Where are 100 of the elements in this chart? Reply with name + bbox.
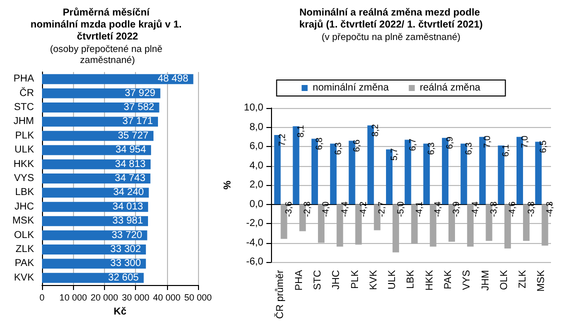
y-tick-label: -4,0 bbox=[246, 237, 264, 248]
data-label: 33 302 bbox=[110, 244, 142, 255]
x-tick-label: JHC bbox=[331, 270, 342, 290]
data-label: 33 300 bbox=[110, 258, 142, 270]
data-label: 37 171 bbox=[122, 116, 154, 128]
data-label: -4,1 bbox=[414, 201, 424, 218]
data-label: 7,0 bbox=[482, 136, 492, 148]
data-label: 6,8 bbox=[314, 138, 324, 150]
data-label: 6,3 bbox=[426, 142, 436, 155]
data-label: 6,6 bbox=[351, 139, 362, 152]
y-tick-label: ČR bbox=[20, 86, 34, 99]
y-tick-label: VYS bbox=[14, 173, 34, 184]
data-label: 6,3 bbox=[463, 142, 474, 155]
y-tick-label: ZLK bbox=[16, 244, 34, 255]
data-label: 6,9 bbox=[444, 136, 455, 150]
y-tick-label: PHA bbox=[13, 74, 34, 85]
chart-title: Nominální a reálná změna mezd podle krajů (1. čtvrtletí 2022/ 1. čtvrtletí 2021) bbox=[299, 8, 483, 30]
bar bbox=[42, 230, 148, 240]
data-label: 48 498 bbox=[158, 74, 189, 85]
bar bbox=[42, 272, 144, 283]
legend-label: reálná změna bbox=[420, 82, 481, 94]
bar bbox=[42, 88, 160, 98]
x-tick-label: JHM bbox=[480, 270, 492, 291]
y-tick-label: 6,0 bbox=[249, 141, 264, 152]
y-axis-title: % bbox=[222, 180, 234, 190]
data-label: -4,0 bbox=[320, 201, 331, 218]
bar bbox=[42, 74, 194, 84]
data-label: 35 727 bbox=[118, 130, 149, 142]
data-label: 37 929 bbox=[124, 88, 156, 99]
x-tick-label: ULK bbox=[387, 270, 398, 290]
y-tick-label: 2,0 bbox=[249, 180, 264, 190]
data-label: 34 013 bbox=[112, 201, 144, 212]
chart-subtitle: (v přepočtu na plně zaměstnané) bbox=[322, 32, 460, 43]
y-tick-label: 4,0 bbox=[249, 160, 264, 172]
y-tick-label: ULK bbox=[14, 144, 34, 156]
y-tick-label: OLK bbox=[14, 230, 34, 241]
x-axis-title: Kč bbox=[114, 306, 127, 318]
y-tick-label: HKK bbox=[13, 158, 34, 170]
data-label: -4,4 bbox=[470, 201, 480, 218]
bar bbox=[42, 116, 158, 127]
x-tick-label: VYS bbox=[462, 270, 473, 290]
chart-subtitle: (osoby přepočtené na plně zaměstnané) bbox=[50, 44, 166, 66]
data-label: 34 813 bbox=[115, 158, 146, 170]
bar bbox=[42, 216, 148, 226]
x-tick-label: OLK bbox=[498, 270, 510, 290]
x-tick-label: 20 000 bbox=[90, 292, 118, 302]
bar bbox=[42, 258, 146, 269]
data-label: 34 743 bbox=[114, 173, 146, 184]
y-tick-label: LBK bbox=[15, 187, 34, 198]
y-tick-label: 8,0 bbox=[249, 122, 264, 133]
x-tick-label: 30 000 bbox=[122, 292, 150, 302]
x-tick-label: PHA bbox=[294, 270, 305, 291]
x-tick-label: PLK bbox=[350, 270, 361, 289]
data-label: 34 240 bbox=[113, 187, 144, 198]
data-label: -4,4 bbox=[432, 201, 443, 218]
y-tick-label: MSK bbox=[12, 216, 34, 227]
y-tick-label: STC bbox=[14, 102, 34, 113]
data-label: 7,2 bbox=[276, 134, 287, 146]
bar bbox=[42, 202, 148, 212]
x-tick-label: 50 000 bbox=[184, 292, 212, 302]
data-label: 33 720 bbox=[112, 230, 143, 241]
data-label: -4,4 bbox=[339, 201, 350, 218]
legend-label: nominální změna bbox=[312, 82, 390, 94]
y-tick-label: 0,0 bbox=[249, 198, 264, 210]
bar bbox=[42, 145, 152, 156]
bar bbox=[42, 102, 160, 112]
x-tick-label: PAK bbox=[442, 270, 454, 290]
x-tick-label: MSK bbox=[536, 270, 548, 292]
y-tick-label: PLK bbox=[15, 130, 34, 142]
x-tick-label: 0 bbox=[39, 292, 45, 302]
x-tick-label: ČR průměr bbox=[274, 269, 286, 319]
y-tick-label: -2,0 bbox=[246, 218, 264, 229]
x-tick-label: 10 000 bbox=[59, 292, 87, 302]
y-tick-label: -6,0 bbox=[246, 256, 264, 268]
data-label: 6,1 bbox=[500, 144, 511, 157]
bar bbox=[42, 130, 154, 141]
data-label: 8,2 bbox=[370, 124, 380, 137]
bar bbox=[42, 188, 149, 198]
data-label: 6,3 bbox=[332, 142, 343, 155]
data-label: 32 605 bbox=[108, 272, 140, 284]
data-label: 7,0 bbox=[519, 136, 530, 148]
x-tick-label: STC bbox=[312, 270, 324, 290]
x-tick-label: 40 000 bbox=[153, 292, 181, 302]
y-tick-label: PAK bbox=[14, 258, 34, 270]
chart-title: Průměrná měsíční nominální mzda podle krajů v 1. čtvrtletí 2022 bbox=[30, 6, 184, 42]
x-tick-label: KVK bbox=[368, 270, 380, 290]
data-label: -5,0 bbox=[395, 201, 406, 218]
y-tick-label: 10,0 bbox=[244, 102, 264, 114]
bar bbox=[42, 244, 146, 254]
data-label: 6,5 bbox=[538, 140, 548, 153]
data-label: 33 981 bbox=[112, 216, 144, 227]
bar bbox=[42, 159, 151, 170]
data-label: 8,1 bbox=[296, 125, 306, 138]
data-label: 5,7 bbox=[388, 148, 399, 161]
data-label: 6,7 bbox=[407, 138, 418, 152]
x-tick-label: HKK bbox=[424, 270, 436, 291]
y-tick-label: JHC bbox=[14, 201, 34, 212]
data-label: 37 582 bbox=[124, 102, 155, 113]
x-tick-label: LBK bbox=[406, 270, 417, 289]
data-label: -4,3 bbox=[544, 201, 554, 218]
